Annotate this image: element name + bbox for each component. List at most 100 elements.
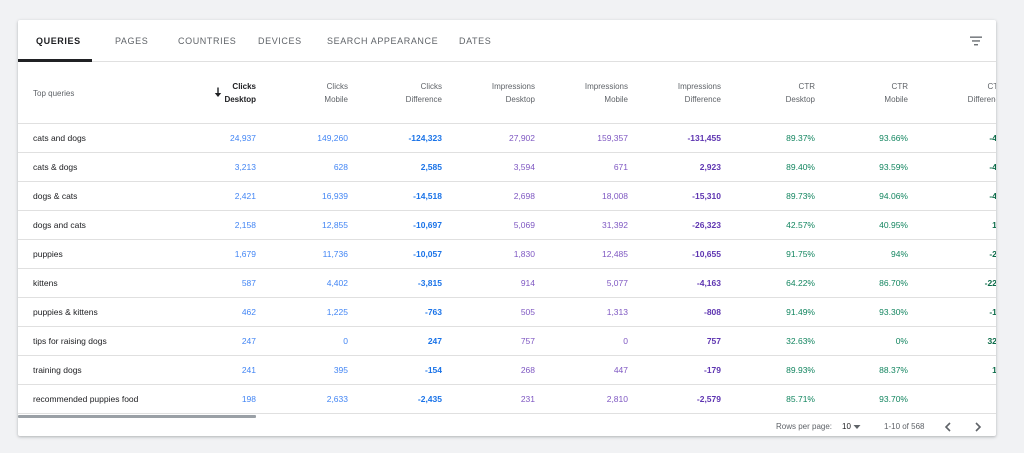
impressions-difference-cell: -2,579 xyxy=(696,394,721,404)
impressions-desktop-cell: 1,830 xyxy=(513,249,535,259)
impressions-difference-cell: -10,655 xyxy=(692,249,721,259)
rows-per-page-select[interactable]: 10 xyxy=(842,422,851,431)
ctr-mobile-cell: 93.70% xyxy=(879,394,908,404)
ctr-mobile-cell: 40.95% xyxy=(879,220,908,230)
query-cell: kittens xyxy=(33,278,58,288)
clicks-difference-cell: -3,815 xyxy=(417,278,442,288)
clicks-mobile-cell: 4,402 xyxy=(326,278,348,288)
tab-pages[interactable]: PAGES xyxy=(115,36,149,46)
header-clicks-desktop[interactable]: Clicks Desktop xyxy=(224,82,256,104)
ctr-mobile-cell: 93.66% xyxy=(879,133,908,143)
table-row[interactable]: training dogs 241 395 -154 268 447 -179 89.93% 8… xyxy=(18,356,996,385)
table-header: Top queries Clicks Desktop Clicks Mobile… xyxy=(18,62,996,124)
horizontal-scrollbar[interactable] xyxy=(18,415,256,418)
table-row[interactable]: cats and dogs 24,937 149,260 -124,323 27,902… xyxy=(18,124,996,153)
ctr-desktop-cell: 89.73% xyxy=(786,191,815,201)
ctr-difference-cell: -4.3 xyxy=(989,191,996,201)
impressions-mobile-cell: 671 xyxy=(613,162,628,172)
table-row[interactable]: recommended puppies food 198 2,633 -2,435 23… xyxy=(18,385,996,414)
impressions-difference-cell: -808 xyxy=(703,307,721,317)
caret-down-icon[interactable] xyxy=(853,424,861,430)
header-ctr-mobile[interactable]: CTR Mobile xyxy=(884,82,908,104)
table-row[interactable]: dogs & cats 2,421 16,939 -14,518 2,698 18,008… xyxy=(18,182,996,211)
impressions-mobile-cell: 18,008 xyxy=(602,191,628,201)
ctr-mobile-cell: 88.37% xyxy=(879,365,908,375)
clicks-mobile-cell: 149,260 xyxy=(317,133,348,143)
ctr-desktop-cell: 64.22% xyxy=(786,278,815,288)
ctr-desktop-cell: 89.93% xyxy=(786,365,815,375)
query-cell: puppies & kittens xyxy=(33,307,98,317)
clicks-difference-cell: -10,057 xyxy=(413,249,442,259)
header-impressions-difference[interactable]: Impressions Difference xyxy=(677,82,721,104)
header-ctr-desktop[interactable]: CTR Desktop xyxy=(785,82,815,104)
impressions-desktop-cell: 27,902 xyxy=(509,133,535,143)
chevron-left-icon[interactable] xyxy=(942,421,954,433)
ctr-difference-cell: -4.2 xyxy=(989,162,996,172)
clicks-mobile-cell: 628 xyxy=(333,162,348,172)
tab-search-appearance[interactable]: SEARCH APPEARANCE xyxy=(327,36,439,46)
impressions-difference-cell: 757 xyxy=(706,336,721,346)
ctr-difference-cell: 32.6 xyxy=(987,336,996,346)
ctr-mobile-cell: 94% xyxy=(890,249,908,259)
clicks-desktop-cell: 462 xyxy=(241,307,256,317)
arrow-down-icon[interactable] xyxy=(214,87,222,98)
chevron-right-icon[interactable] xyxy=(972,421,984,433)
clicks-difference-cell: -10,697 xyxy=(413,220,442,230)
table-row[interactable]: tips for raising dogs 247 0 247 757 0 757 32.63… xyxy=(18,327,996,356)
clicks-mobile-cell: 395 xyxy=(333,365,348,375)
impressions-mobile-cell: 31,392 xyxy=(602,220,628,230)
tab-countries[interactable]: COUNTRIES xyxy=(178,36,237,46)
clicks-mobile-cell: 11,736 xyxy=(322,249,348,259)
ctr-difference-cell: -1.8 xyxy=(989,307,996,317)
tab-devices[interactable]: DEVICES xyxy=(258,36,302,46)
query-cell: recommended puppies food xyxy=(33,394,139,404)
clicks-desktop-cell: 1,679 xyxy=(234,249,256,259)
impressions-desktop-cell: 3,594 xyxy=(513,162,535,172)
pagination-footer: Rows per page: 10 1-10 of 568 xyxy=(18,418,996,436)
query-cell: tips for raising dogs xyxy=(33,336,107,346)
performance-card: QUERIES PAGES COUNTRIES DEVICES SEARCH A… xyxy=(18,20,996,436)
clicks-mobile-cell: 16,939 xyxy=(322,191,348,201)
table-row[interactable]: puppies 1,679 11,736 -10,057 1,830 12,485 -10,… xyxy=(18,240,996,269)
clicks-difference-cell: -154 xyxy=(424,365,442,375)
impressions-mobile-cell: 5,077 xyxy=(606,278,628,288)
ctr-mobile-cell: 94.06% xyxy=(879,191,908,201)
clicks-desktop-cell: 2,421 xyxy=(234,191,256,201)
header-clicks-difference[interactable]: Clicks Difference xyxy=(405,82,442,104)
table-row[interactable]: dogs and cats 2,158 12,855 -10,697 5,069 31,3… xyxy=(18,211,996,240)
filter-icon[interactable] xyxy=(968,33,984,49)
ctr-mobile-cell: 86.70% xyxy=(879,278,908,288)
ctr-difference-cell: -22.5 xyxy=(984,278,996,288)
impressions-desktop-cell: 757 xyxy=(520,336,535,346)
query-cell: cats and dogs xyxy=(33,133,86,143)
table-row[interactable]: puppies & kittens 462 1,225 -763 505 1,313 -80… xyxy=(18,298,996,327)
header-clicks-mobile[interactable]: Clicks Mobile xyxy=(324,82,348,104)
query-cell: dogs and cats xyxy=(33,220,86,230)
impressions-difference-cell: -131,455 xyxy=(687,133,721,143)
table-row[interactable]: cats & dogs 3,213 628 2,585 3,594 671 2,923 89.… xyxy=(18,153,996,182)
clicks-mobile-cell: 1,225 xyxy=(326,307,348,317)
clicks-desktop-cell: 3,213 xyxy=(234,162,256,172)
clicks-difference-cell: 2,585 xyxy=(420,162,442,172)
queries-table: Top queries Clicks Desktop Clicks Mobile… xyxy=(18,62,996,418)
clicks-desktop-cell: 24,937 xyxy=(230,133,256,143)
tab-queries[interactable]: QUERIES xyxy=(36,36,81,46)
impressions-mobile-cell: 12,485 xyxy=(602,249,628,259)
clicks-desktop-cell: 241 xyxy=(241,365,256,375)
clicks-desktop-cell: 247 xyxy=(241,336,256,346)
query-cell: cats & dogs xyxy=(33,162,78,172)
impressions-desktop-cell: 268 xyxy=(520,365,535,375)
ctr-desktop-cell: 91.75% xyxy=(786,249,815,259)
impressions-difference-cell: -26,323 xyxy=(692,220,721,230)
impressions-mobile-cell: 447 xyxy=(613,365,628,375)
table-row[interactable]: kittens 587 4,402 -3,815 914 5,077 -4,163 64.22… xyxy=(18,269,996,298)
ctr-difference-cell: -2.3 xyxy=(989,249,996,259)
ctr-difference-cell: -8 xyxy=(916,385,996,414)
ctr-difference-cell: 1.6 xyxy=(992,365,996,375)
clicks-desktop-cell: 2,158 xyxy=(234,220,256,230)
header-top-queries[interactable]: Top queries xyxy=(33,88,75,98)
header-impressions-mobile[interactable]: Impressions Mobile xyxy=(584,82,628,104)
header-impressions-desktop[interactable]: Impressions Desktop xyxy=(491,82,535,104)
tab-dates[interactable]: DATES xyxy=(459,36,492,46)
header-ctr-difference[interactable]: CTR Difference xyxy=(967,82,996,104)
